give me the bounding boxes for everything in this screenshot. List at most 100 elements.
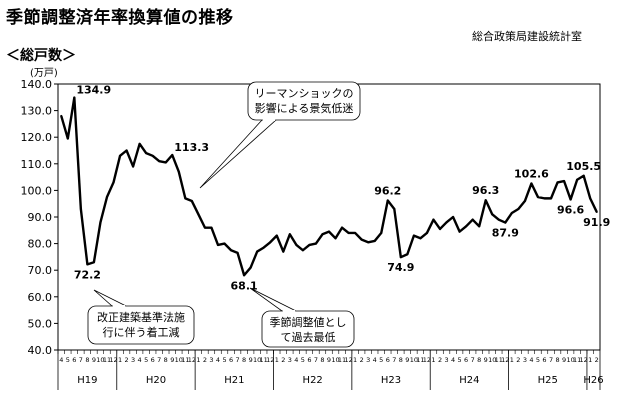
x-tick-label: 12: [109, 356, 117, 364]
x-tick-label: 4: [294, 356, 298, 364]
data-point: [425, 231, 428, 234]
data-point: [230, 249, 233, 252]
x-tick-label: 9: [562, 356, 566, 364]
data-point: [406, 253, 409, 256]
x-tick-label: 9: [249, 356, 253, 364]
x-tick-label: 7: [236, 356, 240, 364]
y-tick-label: 80.0: [28, 238, 53, 251]
data-label: 74.9: [387, 261, 414, 274]
x-tick-label: 11: [416, 356, 424, 364]
callout-box: [247, 81, 361, 121]
year-label: H21: [224, 375, 244, 386]
data-point: [249, 266, 252, 269]
x-tick-label: 5: [536, 356, 540, 364]
data-point: [216, 243, 219, 246]
data-point: [328, 230, 330, 233]
x-tick-label: 5: [379, 356, 383, 364]
y-tick-label: 140.0: [21, 78, 53, 91]
year-label: H26: [583, 375, 603, 386]
data-point: [556, 181, 559, 184]
x-tick-label: 12: [501, 356, 509, 364]
data-point: [92, 261, 95, 264]
callout-text: リーマンショックの: [255, 87, 354, 100]
x-tick-label: 11: [338, 356, 346, 364]
data-point: [576, 178, 579, 181]
data-point: [523, 200, 526, 203]
data-point: [439, 227, 442, 230]
data-point: [334, 237, 337, 240]
data-point: [550, 197, 553, 200]
page-title: 季節調整済年率換算値の推移: [6, 8, 234, 28]
data-point: [373, 239, 376, 242]
x-tick-label: 12: [580, 356, 588, 364]
x-tick-label: 5: [222, 356, 226, 364]
y-axis-unit-label: (万戸): [30, 67, 58, 79]
data-point: [452, 216, 455, 218]
department-label: 総合政策局建設統計室: [472, 30, 582, 43]
y-tick-label: 110.0: [21, 158, 53, 171]
data-point: [190, 200, 193, 203]
x-tick-label: 5: [301, 356, 305, 364]
x-tick-label: 1: [431, 356, 435, 364]
callout-pointer: [249, 287, 297, 312]
y-tick-label: 60.0: [28, 291, 53, 304]
year-label: H23: [381, 375, 401, 386]
data-point: [151, 154, 154, 157]
data-point: [399, 256, 402, 259]
y-tick-label: 90.0: [28, 211, 53, 224]
x-tick-label: 7: [157, 356, 161, 364]
year-label: H25: [538, 375, 558, 386]
x-tick-label: 5: [458, 356, 462, 364]
callout-text: て過去最低: [281, 331, 336, 344]
data-label: 113.3: [174, 141, 209, 154]
data-label: 87.9: [492, 227, 519, 240]
x-tick-label: 11: [260, 356, 268, 364]
callout-pointer: [93, 289, 127, 307]
x-tick-label: 2: [281, 356, 285, 364]
x-tick-label: 1: [510, 356, 514, 364]
data-point: [341, 226, 344, 229]
data-point: [595, 210, 598, 213]
y-tick-label: 120.0: [21, 131, 53, 144]
data-point: [504, 221, 507, 224]
data-point: [177, 170, 180, 173]
x-tick-label: 9: [405, 356, 409, 364]
x-tick-label: 10: [331, 356, 339, 364]
data-label: 102.6: [514, 167, 549, 180]
data-point: [347, 231, 350, 234]
data-point: [491, 213, 494, 216]
data-point: [210, 226, 213, 229]
data-label: 96.2: [374, 185, 401, 198]
data-point: [79, 208, 82, 211]
x-tick-label: 3: [444, 356, 448, 364]
x-tick-label: 9: [327, 356, 331, 364]
x-tick-label: 2: [516, 356, 520, 364]
data-point: [471, 218, 474, 221]
x-tick-label: 8: [399, 356, 403, 364]
data-point: [589, 197, 592, 200]
data-label: 72.2: [74, 268, 101, 281]
x-tick-label: 7: [549, 356, 553, 364]
x-tick-label: 6: [229, 356, 233, 364]
callout-pointer: [199, 119, 278, 189]
x-tick-label: 4: [216, 356, 220, 364]
data-point: [256, 250, 259, 253]
x-tick-label: 9: [170, 356, 174, 364]
data-point: [66, 137, 69, 140]
x-tick-label: 5: [144, 356, 148, 364]
x-tick-label: 6: [386, 356, 390, 364]
y-tick-label: 70.0: [28, 264, 53, 277]
data-point: [393, 208, 396, 211]
data-point: [458, 230, 461, 233]
x-tick-label: 2: [595, 356, 599, 364]
callout-text: 行に伴う着工減: [103, 325, 180, 339]
data-point: [197, 213, 200, 216]
data-point: [223, 242, 226, 245]
data-point: [243, 274, 246, 277]
data-point: [530, 182, 533, 185]
data-point: [132, 165, 135, 168]
data-point: [262, 246, 265, 249]
callout-box: [261, 310, 355, 348]
x-tick-label: 4: [529, 356, 533, 364]
